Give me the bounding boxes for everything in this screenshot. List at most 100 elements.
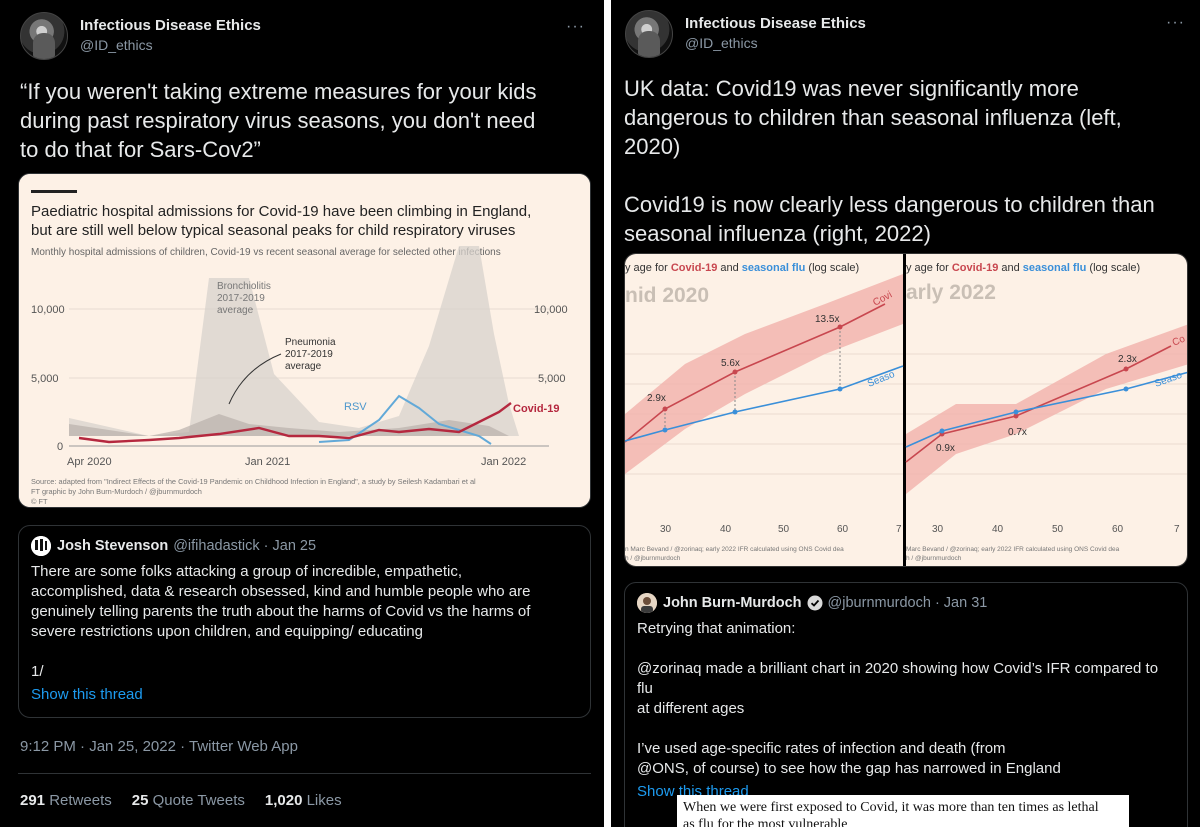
screenshot-divider xyxy=(604,0,611,827)
quoted-author-name: Josh Stevenson xyxy=(57,538,169,554)
divider-line xyxy=(18,773,591,774)
y-tick-label-right: 10,000 xyxy=(534,304,568,316)
flu-point xyxy=(662,427,668,433)
y-tick-label: 0 xyxy=(57,441,63,453)
chart-source: Source: adapted from "Indirect Effects o… xyxy=(31,477,476,486)
pneumonia-label: Pneumonia xyxy=(285,337,336,348)
ft-admissions-chart-image[interactable]: Paediatric hospital admissions for Covid… xyxy=(18,173,591,508)
likes-stat[interactable]: 1,020 Likes xyxy=(265,792,342,809)
ft-article-snippet-image[interactable]: When we were first exposed to Covid, it … xyxy=(677,795,1129,827)
right-tweet-panel: Infectious Disease Ethics @ID_ethics ···… xyxy=(611,0,1200,827)
quoted-tweet-text: There are some folks attacking a group o… xyxy=(31,563,531,680)
retweets-stat[interactable]: 291 Retweets xyxy=(20,792,112,809)
bronch-label: 2017-2019 xyxy=(217,293,265,304)
rsv-label: RSV xyxy=(344,401,367,413)
chart-source: n Marc Bevand / @zorinaq; early 2022 IFR… xyxy=(625,546,844,553)
covid-point xyxy=(732,369,738,375)
ratio-label: 2.9x xyxy=(647,393,666,404)
author-name[interactable]: Infectious Disease Ethics xyxy=(80,17,261,34)
tweet-timestamp[interactable]: 9:12 PM · Jan 25, 2022 · Twitter Web App xyxy=(20,738,298,755)
flu-point xyxy=(939,428,945,434)
article-text-line: When we were first exposed to Covid, it … xyxy=(683,800,1099,815)
tweet-text-line: Covid19 is now clearly less dangerous to… xyxy=(624,192,1155,217)
tweet-text-line: to do that for Sars-Cov2” xyxy=(20,137,261,162)
chart-header: y age for Covid-19 and seasonal flu (log… xyxy=(625,262,859,274)
ifr-chart-2022: y age for Covid-19 and seasonal flu (log… xyxy=(905,254,1188,566)
ratio-label: 0.9x xyxy=(936,443,955,454)
tweet-text-line: dangerous to children than seasonal infl… xyxy=(624,105,1122,130)
chart-title-line: Paediatric hospital admissions for Covid… xyxy=(31,203,531,220)
covid-confidence-band xyxy=(625,274,903,474)
author-handle[interactable]: @ID_ethics xyxy=(685,35,758,51)
quoted-tweet-date: · Jan 25 xyxy=(263,538,317,554)
covid-point xyxy=(1013,413,1019,419)
chart-credit: h / @jburnmurdoch xyxy=(625,555,681,562)
covid-line xyxy=(78,402,512,444)
x-tick-label: 60 xyxy=(837,524,849,535)
author-handle[interactable]: @ID_ethics xyxy=(80,37,153,53)
quote-tweets-count: 25 xyxy=(131,792,149,809)
y-tick-label: 5,000 xyxy=(31,373,59,385)
ratio-label: 13.5x xyxy=(815,314,839,325)
chart-header: y age for Covid-19 and seasonal flu (log… xyxy=(906,262,1140,274)
quoted-author-avatar xyxy=(637,593,657,613)
author-avatar[interactable] xyxy=(625,10,673,58)
x-tick-label: 7 xyxy=(1174,524,1180,535)
chart-year-label: arly 2022 xyxy=(906,281,996,304)
covid-confidence-band xyxy=(906,324,1187,494)
quote-tweets-label: Quote Tweets xyxy=(152,792,245,809)
retweets-count: 291 xyxy=(20,792,46,809)
covid-label: Covid-19 xyxy=(513,403,559,415)
chart-credit: FT graphic by John Burn-Murdoch / @jburn… xyxy=(31,487,202,496)
flu-point xyxy=(732,409,738,415)
tweet-text-line: seasonal influenza (right, 2022) xyxy=(624,221,931,246)
author-name[interactable]: Infectious Disease Ethics xyxy=(685,15,866,32)
ifr-comparison-image[interactable]: y age for Covid-19 and seasonal flu (log… xyxy=(624,253,1188,567)
quoted-author-handle: @jburnmurdoch xyxy=(827,595,931,611)
tweet-stats: 291 Retweets 25 Quote Tweets 1,020 Likes xyxy=(20,792,342,809)
quoted-tweet-header: Josh Stevenson @ifihadastick · Jan 25 xyxy=(31,536,578,556)
x-tick-label: 50 xyxy=(1052,524,1064,535)
ratio-label: 5.6x xyxy=(721,358,740,369)
covid-series-label: Co xyxy=(1171,333,1188,348)
quoted-author-name: John Burn-Murdoch xyxy=(663,595,802,611)
quoted-author-handle: @ifihadastick xyxy=(173,538,260,554)
x-tick-label: 30 xyxy=(932,524,944,535)
x-tick-label: Jan 2022 xyxy=(481,456,526,468)
x-tick-label: 40 xyxy=(720,524,732,535)
show-thread-link[interactable]: Show this thread xyxy=(31,686,143,703)
x-tick-label: 60 xyxy=(1112,524,1124,535)
chart-credit: h / @jburnmurdoch xyxy=(906,555,962,562)
chart-title-line: but are still well below typical seasona… xyxy=(31,222,515,239)
x-tick-label: Apr 2020 xyxy=(67,456,112,468)
bronchiolitis-area xyxy=(69,246,519,436)
ratio-label: 0.7x xyxy=(1008,427,1027,438)
covid-point xyxy=(1123,366,1129,372)
quoted-tweet[interactable]: John Burn-Murdoch @jburnmurdoch · Jan 31… xyxy=(624,582,1188,827)
left-tweet-header: Infectious Disease Ethics @ID_ethics xyxy=(20,12,261,60)
tweet-text-line: during past respiratory virus seasons, y… xyxy=(20,108,536,133)
covid-point xyxy=(662,406,668,412)
x-tick-label: 7 xyxy=(896,524,902,535)
ifr-chart-2020: y age for Covid-19 and seasonal flu (log… xyxy=(625,254,904,566)
tweet-text-line: 2020) xyxy=(624,134,681,159)
quoted-tweet-text: Retrying that animation: @zorinaq made a… xyxy=(637,620,1159,777)
tweet-text-line: “If you weren't taking extreme measures … xyxy=(20,79,537,104)
rsv-line xyxy=(318,394,492,445)
tweet-text-spacer xyxy=(624,161,1155,190)
flu-point xyxy=(837,386,843,392)
left-tweet-panel: Infectious Disease Ethics @ID_ethics ···… xyxy=(18,12,591,809)
likes-label: Likes xyxy=(306,792,342,809)
quote-tweets-stat[interactable]: 25 Quote Tweets xyxy=(132,792,245,809)
x-tick-label: 40 xyxy=(992,524,1004,535)
tweet-text: UK data: Covid19 was never significantly… xyxy=(624,74,1155,248)
verified-badge-icon xyxy=(807,595,823,611)
quoted-tweet-date: · Jan 31 xyxy=(934,595,988,611)
chart-copyright: © FT xyxy=(31,497,48,506)
more-options-icon[interactable]: ··· xyxy=(566,18,585,35)
quoted-tweet[interactable]: Josh Stevenson @ifihadastick · Jan 25 Th… xyxy=(18,525,591,718)
author-avatar[interactable] xyxy=(20,12,68,60)
more-options-icon[interactable]: ··· xyxy=(1166,14,1185,31)
bronch-label: Bronchiolitis xyxy=(217,281,271,292)
chart-year-label: nid 2020 xyxy=(625,284,709,307)
